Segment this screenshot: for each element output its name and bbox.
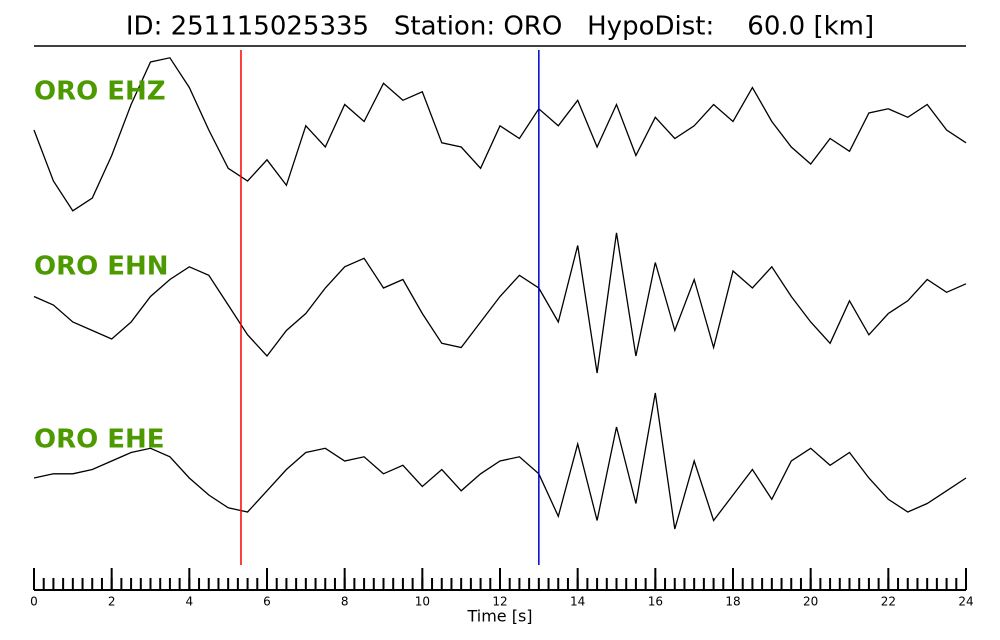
x-tick-label: 10 — [415, 595, 430, 609]
x-tick-label: 16 — [648, 595, 663, 609]
trace-label: ORO EHZ — [34, 77, 166, 107]
x-tick-label: 20 — [803, 595, 818, 609]
trace — [33, 232, 967, 374]
trace — [33, 57, 967, 212]
x-tick-label: 6 — [263, 595, 271, 609]
x-tick-label: 24 — [958, 595, 973, 609]
x-tick-label: 4 — [186, 595, 194, 609]
x-tick-label: 18 — [725, 595, 740, 609]
x-tick-label: 2 — [108, 595, 116, 609]
trace-label: ORO EHE — [34, 425, 165, 455]
x-tick-label: 0 — [30, 595, 38, 609]
x-tick-label: 22 — [881, 595, 896, 609]
trace-label: ORO EHN — [34, 252, 169, 282]
x-tick-label: 14 — [570, 595, 585, 609]
x-tick-label: 8 — [341, 595, 349, 609]
x-axis-label: Time [s] — [466, 607, 532, 626]
trace — [33, 392, 967, 530]
x-tick-label: 12 — [492, 595, 507, 609]
chart-title: ID: 251115025335 Station: ORO HypoDist: … — [126, 12, 874, 42]
